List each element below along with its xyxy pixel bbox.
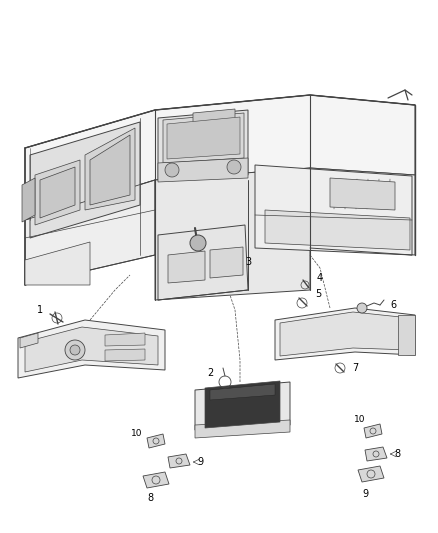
Polygon shape (193, 109, 235, 128)
Polygon shape (158, 110, 248, 180)
Polygon shape (275, 308, 415, 360)
Polygon shape (143, 472, 169, 488)
Polygon shape (147, 434, 165, 448)
Polygon shape (210, 247, 243, 278)
Text: 1: 1 (37, 305, 43, 315)
Polygon shape (365, 447, 387, 461)
Polygon shape (155, 168, 310, 300)
Text: 2: 2 (207, 368, 213, 378)
Polygon shape (40, 167, 75, 218)
Polygon shape (105, 333, 145, 346)
Polygon shape (90, 135, 130, 205)
Text: 10: 10 (354, 416, 366, 424)
Polygon shape (22, 178, 35, 222)
Polygon shape (163, 113, 244, 163)
Polygon shape (205, 381, 280, 428)
Polygon shape (85, 128, 135, 210)
Polygon shape (265, 210, 410, 250)
Text: 9: 9 (362, 489, 368, 499)
Circle shape (227, 160, 241, 174)
Text: 9: 9 (197, 457, 203, 467)
Text: 8: 8 (147, 493, 153, 503)
Circle shape (357, 303, 367, 313)
Circle shape (70, 345, 80, 355)
Text: 8: 8 (394, 449, 400, 459)
Polygon shape (30, 122, 140, 238)
Polygon shape (25, 180, 155, 285)
Polygon shape (310, 168, 415, 255)
Polygon shape (195, 420, 290, 438)
Polygon shape (18, 320, 165, 378)
Text: 3: 3 (245, 257, 251, 267)
Polygon shape (358, 466, 384, 482)
Text: 4: 4 (317, 273, 323, 283)
Polygon shape (20, 333, 38, 348)
Polygon shape (398, 315, 415, 355)
Polygon shape (158, 225, 248, 300)
Polygon shape (25, 242, 90, 285)
Polygon shape (364, 424, 382, 438)
Polygon shape (105, 349, 145, 361)
Polygon shape (280, 312, 410, 356)
Text: 10: 10 (131, 429, 143, 438)
Polygon shape (255, 165, 412, 255)
Text: 5: 5 (315, 289, 321, 299)
Polygon shape (195, 382, 290, 430)
Polygon shape (35, 160, 80, 225)
Polygon shape (168, 251, 205, 283)
Text: 7: 7 (352, 363, 358, 373)
Text: 6: 6 (390, 300, 396, 310)
Polygon shape (25, 327, 158, 372)
Polygon shape (330, 178, 395, 210)
Circle shape (65, 340, 85, 360)
Polygon shape (168, 454, 190, 468)
Polygon shape (25, 95, 415, 220)
Polygon shape (167, 117, 240, 159)
Circle shape (165, 163, 179, 177)
Polygon shape (210, 384, 275, 400)
Polygon shape (158, 158, 248, 182)
Circle shape (190, 235, 206, 251)
